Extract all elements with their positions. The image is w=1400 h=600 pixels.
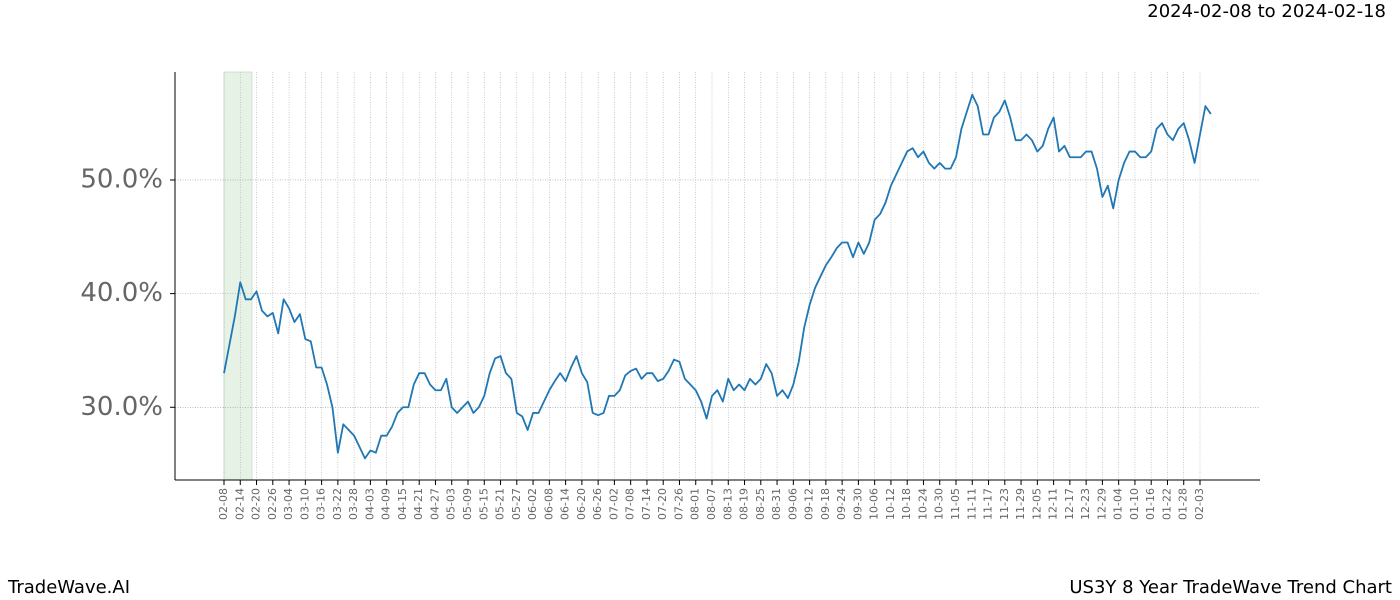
- x-tick-label: 12-29: [1095, 488, 1108, 520]
- x-tick-label: 09-18: [819, 488, 832, 520]
- x-tick-label: 10-06: [868, 488, 881, 520]
- x-tick-label: 06-26: [591, 488, 604, 520]
- y-tick-label: 30.0%: [80, 392, 163, 422]
- x-tick-label: 03-16: [315, 488, 328, 520]
- x-tick-label: 09-06: [786, 488, 799, 520]
- y-tick-label: 40.0%: [80, 278, 163, 308]
- x-tick-label: 10-30: [933, 488, 946, 520]
- x-tick-label: 11-17: [982, 488, 995, 520]
- x-tick-label: 04-03: [363, 488, 376, 520]
- x-tick-label: 01-16: [1144, 488, 1157, 520]
- x-tick-label: 11-23: [998, 488, 1011, 520]
- x-tick-label: 08-07: [705, 488, 718, 520]
- x-tick-label: 12-05: [1030, 488, 1043, 520]
- footer-right: US3Y 8 Year TradeWave Trend Chart: [1069, 577, 1392, 598]
- x-tick-label: 10-12: [884, 488, 897, 520]
- x-tick-label: 11-05: [949, 488, 962, 520]
- line-series: [223, 93, 1212, 460]
- highlight-band: [223, 71, 253, 481]
- x-tick-label: 06-02: [526, 488, 539, 520]
- x-tick-label: 05-21: [494, 488, 507, 520]
- x-tick-label: 05-09: [461, 488, 474, 520]
- x-tick-label: 07-26: [672, 488, 685, 520]
- plot: [223, 93, 1212, 460]
- x-tick-label: 10-24: [916, 488, 929, 520]
- x-tick-label: 03-10: [298, 488, 311, 520]
- x-tick-label: 03-22: [331, 488, 344, 520]
- x-tick-label: 09-24: [835, 488, 848, 520]
- subtitle: 2024-02-08 to 2024-02-18: [1147, 1, 1386, 22]
- x-tick-label: 06-08: [542, 488, 555, 520]
- x-tick-label: 07-20: [656, 488, 669, 520]
- x-tick-label: 02-08: [217, 488, 230, 520]
- x-tick-label: 07-14: [640, 488, 653, 520]
- x-tick-label: 01-28: [1177, 488, 1190, 520]
- x-tick-label: 04-21: [412, 488, 425, 520]
- x-tick-label: 01-04: [1112, 488, 1125, 520]
- x-tick-label: 08-01: [689, 488, 702, 520]
- x-tick-label: 08-31: [770, 488, 783, 520]
- x-tick-label: 05-03: [445, 488, 458, 520]
- x-tick-label: 11-11: [965, 488, 978, 520]
- x-tick-label: 10-18: [900, 488, 913, 520]
- x-tick-label: 08-19: [738, 488, 751, 520]
- x-tick-label: 01-10: [1128, 488, 1141, 520]
- x-tick-label: 04-15: [396, 488, 409, 520]
- x-tick-label: 04-27: [428, 488, 441, 520]
- x-tick-label: 09-12: [803, 488, 816, 520]
- x-tick-label: 05-27: [510, 488, 523, 520]
- y-tick-label: 50.0%: [80, 164, 163, 194]
- x-tick-label: 03-04: [282, 488, 295, 520]
- x-tick-label: 02-20: [250, 488, 263, 520]
- x-tick-label: 11-29: [1014, 488, 1027, 520]
- x-tick-label: 12-23: [1079, 488, 1092, 520]
- x-tick-label: 05-15: [477, 488, 490, 520]
- x-tick-label: 12-11: [1047, 488, 1060, 520]
- footer-left: TradeWave.AI: [7, 577, 130, 598]
- x-tick-label: 07-08: [624, 488, 637, 520]
- x-tick-label: 03-28: [347, 488, 360, 520]
- x-tick-label: 09-30: [851, 488, 864, 520]
- grid: [175, 72, 1260, 480]
- x-tick-label: 02-26: [266, 488, 279, 520]
- x-tick-label: 12-17: [1063, 488, 1076, 520]
- x-tick-label: 02-14: [233, 488, 246, 520]
- x-tick-label: 02-03: [1193, 488, 1206, 520]
- x-tick-label: 01-22: [1160, 488, 1173, 520]
- x-tick-label: 08-13: [721, 488, 734, 520]
- x-tick-label: 08-25: [754, 488, 767, 520]
- x-tick-label: 06-14: [559, 488, 572, 520]
- x-tick-label: 04-09: [380, 488, 393, 520]
- x-tick-label: 07-02: [607, 488, 620, 520]
- x-tick-label: 06-20: [575, 488, 588, 520]
